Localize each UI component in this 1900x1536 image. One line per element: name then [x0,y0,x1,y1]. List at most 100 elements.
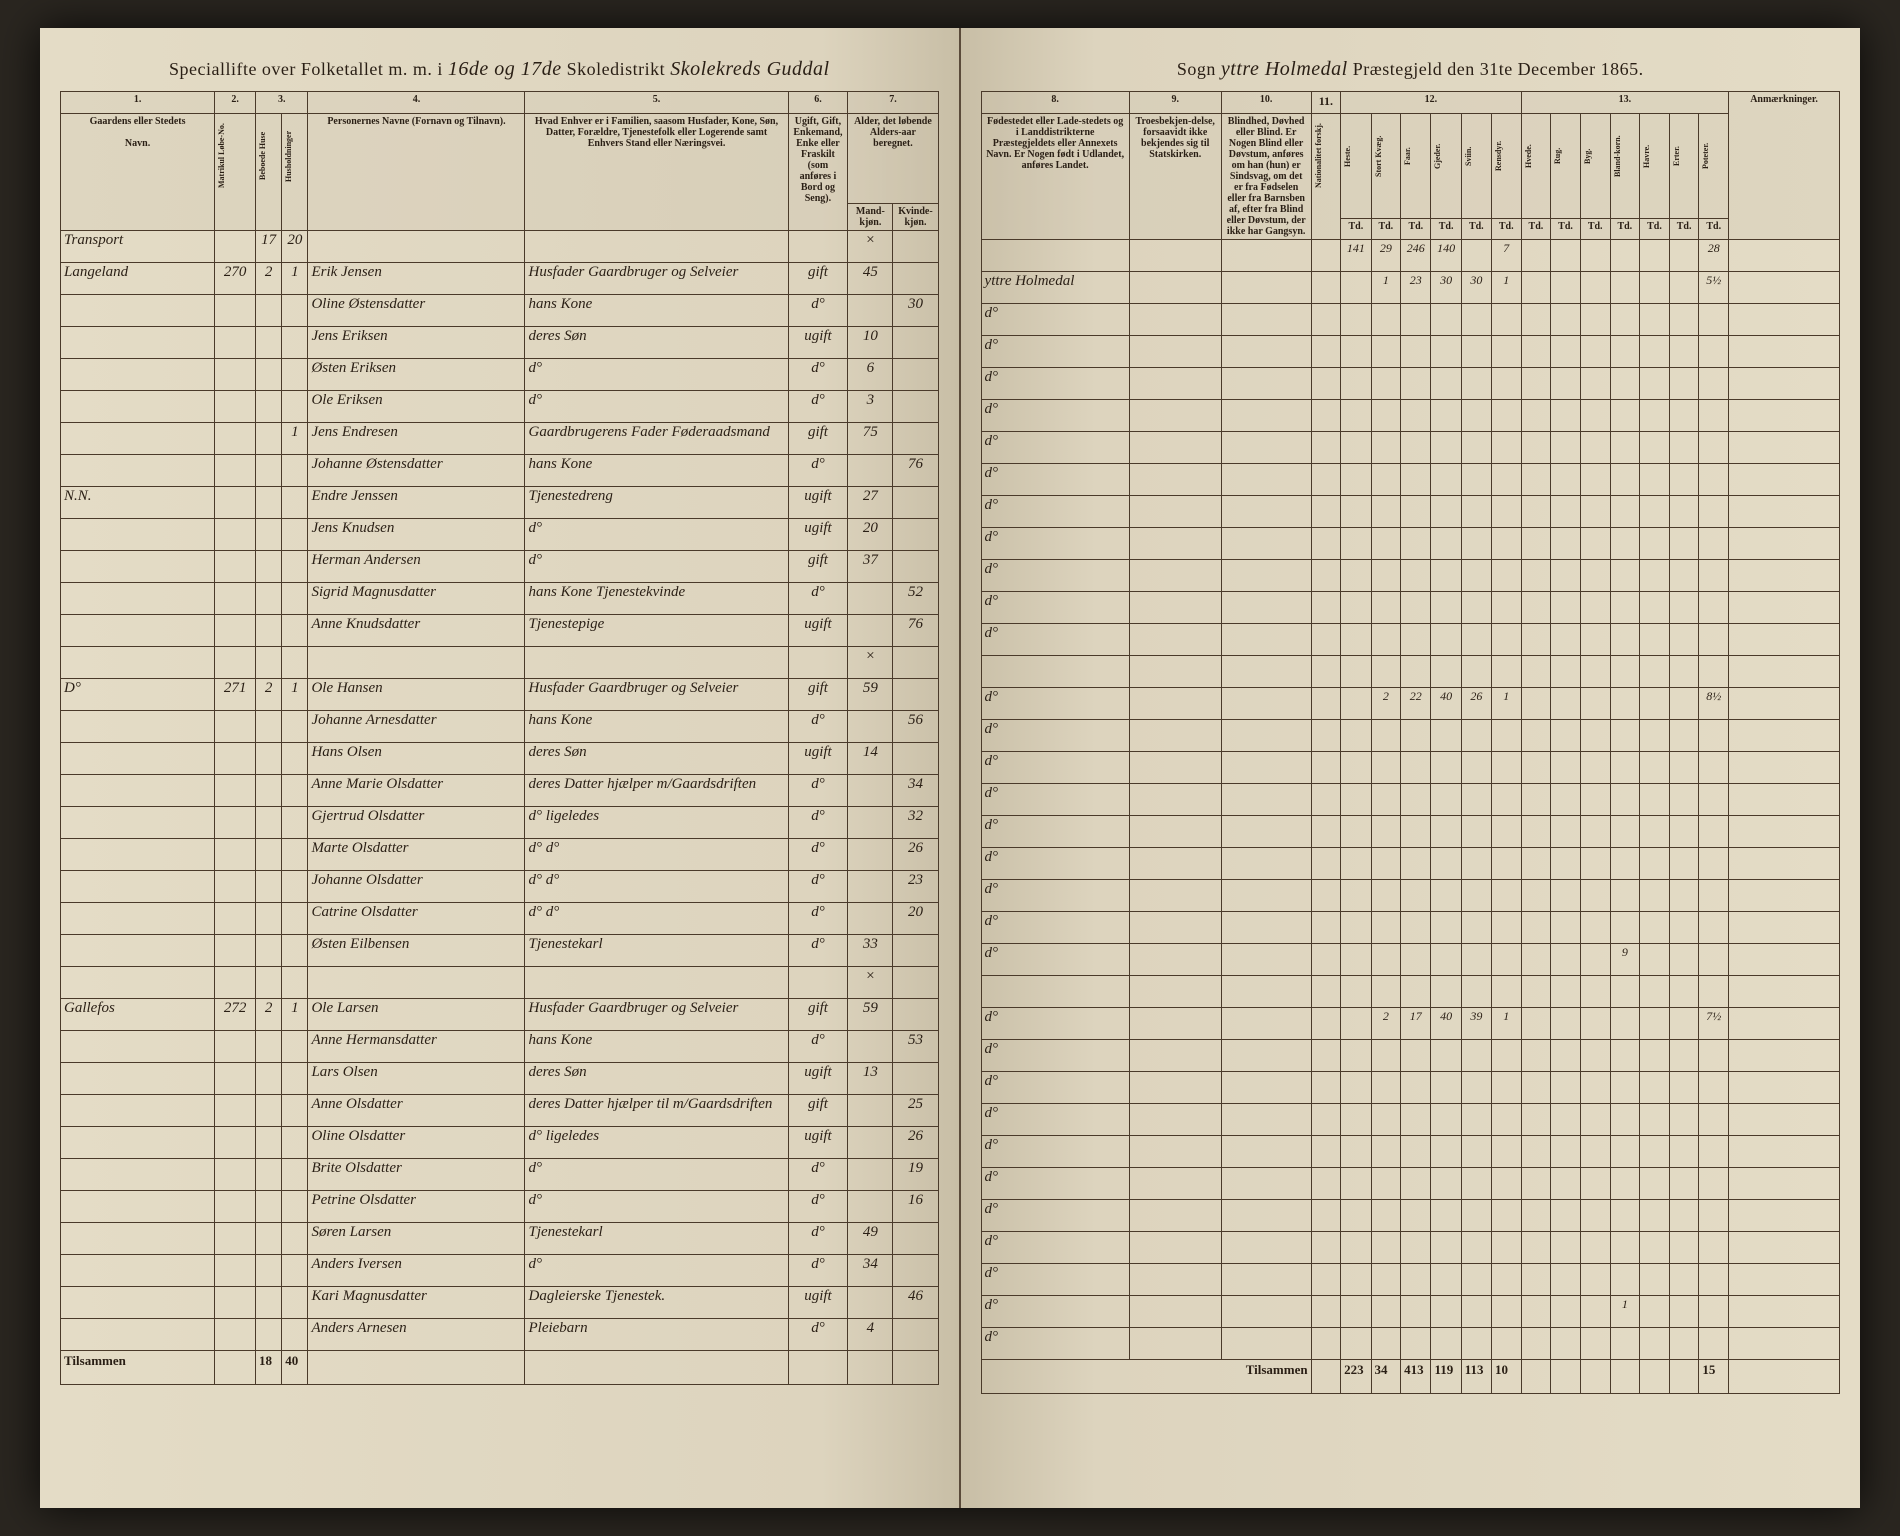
cell-k0 [1341,1040,1371,1072]
cell-k8 [1580,1168,1610,1200]
cell-family: d° [525,1191,788,1223]
table-row: d° [981,368,1839,400]
cell-k1 [1371,720,1401,752]
cell-k8 [1580,560,1610,592]
cell-place [61,295,215,327]
cell-households [282,839,308,871]
cell-num: 271 [215,679,256,711]
cell-family: d° [525,519,788,551]
cell-k9: 9 [1610,944,1640,976]
cell-age-m [848,807,893,839]
cell-k10 [1640,464,1670,496]
cell-num [215,647,256,679]
table-row: Anne KnudsdatterTjenestepigeugift76 [61,615,939,647]
cell-marital: d° [788,583,848,615]
cell-k12 [1699,1296,1729,1328]
cell-k5 [1491,1104,1521,1136]
cell-k11 [1669,368,1699,400]
cell-k8 [1580,336,1610,368]
cell-person: Søren Larsen [308,1223,525,1255]
cell-k3 [1431,1232,1461,1264]
cell-k8 [1580,752,1610,784]
cell-houses [256,1287,282,1319]
cell-age-f: 23 [893,871,938,903]
cell-birthplace [981,976,1129,1008]
cell-k4 [1461,1328,1491,1360]
cell-family: hans Kone [525,711,788,743]
cell-age-m [848,295,893,327]
cell-religion [1129,400,1221,432]
cell-religion [1129,1328,1221,1360]
cell-place [61,359,215,391]
cell-religion [1129,432,1221,464]
cell-k2: 246 [1401,240,1431,272]
cell-k11 [1669,1328,1699,1360]
table-row: Oline Olsdatterd° ligeledesugift26 [61,1127,939,1159]
cell-k6 [1521,560,1551,592]
cell-k4 [1461,1264,1491,1296]
cell-k6 [1521,592,1551,624]
cell-k2 [1401,912,1431,944]
table-row: d°9 [981,944,1839,976]
cell-k12 [1699,720,1729,752]
cell-k11 [1669,528,1699,560]
title-prefix: Speciallifte over Folketallet m. m. i [169,59,443,79]
cell-k0 [1341,720,1371,752]
cell-k6 [1521,944,1551,976]
cell-k5: 7 [1491,240,1521,272]
cell-houses: 17 [256,231,282,263]
cell-disability [1221,1072,1311,1104]
cell-age-f [893,647,938,679]
cell-k7 [1551,720,1581,752]
cell-age-f [893,327,938,359]
cell-households [282,1223,308,1255]
cell-num [215,391,256,423]
cell-place [61,455,215,487]
cell-birthplace: d° [981,304,1129,336]
cell-age-m [848,1127,893,1159]
cell-num [215,903,256,935]
cell-birthplace: d° [981,1296,1129,1328]
cell-houses: 2 [256,679,282,711]
cell-place [61,743,215,775]
cell-age-m [848,1031,893,1063]
cell-k1 [1371,1168,1401,1200]
cell-nat [1311,1296,1341,1328]
table-row: Herman Andersend°gift37 [61,551,939,583]
cell-nat [1311,304,1341,336]
cell-households: 1 [282,263,308,295]
cell-remarks [1729,592,1840,624]
cell-k0 [1341,400,1371,432]
table-row: d° [981,304,1839,336]
cell-k9 [1610,624,1640,656]
cell-k7 [1551,1232,1581,1264]
cell-age-f [893,935,938,967]
cell-num [215,1191,256,1223]
cell-k2 [1401,976,1431,1008]
cell-k5 [1491,880,1521,912]
col-5: 5. [525,92,788,114]
cell-place [61,711,215,743]
cell-religion [1129,912,1221,944]
cell-age-m: 10 [848,327,893,359]
cell-households: 1 [282,423,308,455]
cell-k10 [1640,432,1670,464]
cell-religion [1129,1200,1221,1232]
table-row: d° [981,592,1839,624]
cell-marital [788,967,848,999]
fr-7 [1551,1360,1581,1394]
cell-religion [1129,944,1221,976]
cell-age-f: 52 [893,583,938,615]
cell-num [215,839,256,871]
cell-family: Pleiebarn [525,1319,788,1351]
cell-k3 [1431,400,1461,432]
col-10: 10. [1221,92,1311,114]
cell-k7 [1551,656,1581,688]
cell-k1 [1371,944,1401,976]
cell-k8 [1580,656,1610,688]
cell-k5 [1491,528,1521,560]
cell-k7 [1551,592,1581,624]
cell-religion [1129,880,1221,912]
cell-k12 [1699,1232,1729,1264]
cell-k2 [1401,944,1431,976]
